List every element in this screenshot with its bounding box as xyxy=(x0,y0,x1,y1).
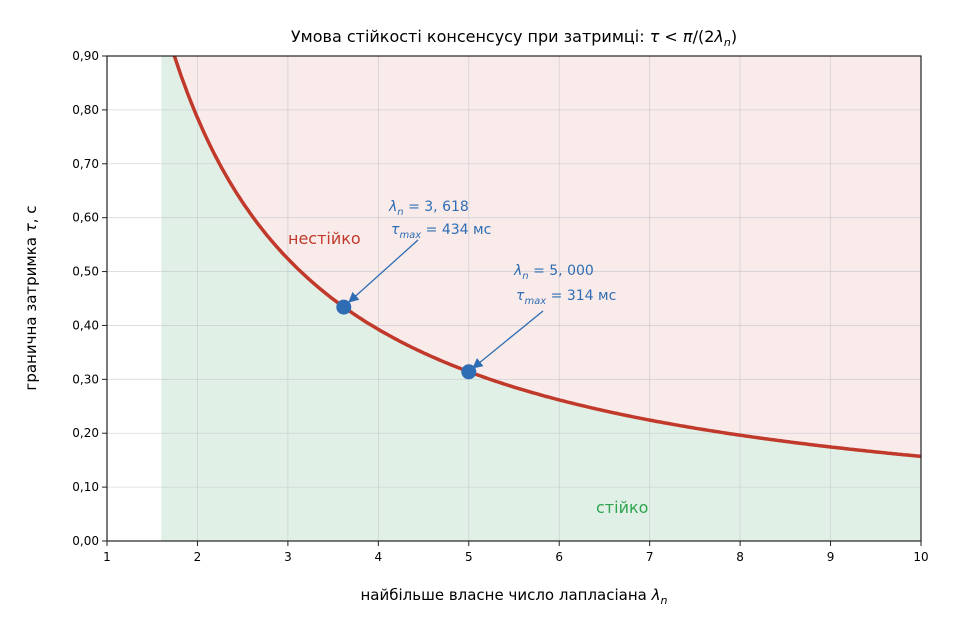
region-label-unstable: нестійко xyxy=(288,229,361,248)
x-axis: 1 2 3 4 5 6 7 8 9 10 xyxy=(103,541,929,564)
annotation-arrow xyxy=(472,310,544,369)
x-tick-label: 10 xyxy=(913,550,928,564)
y-axis: 0,00 0,10 0,20 0,30 0,40 0,50 0,60 0,70 0,80 0,90 xyxy=(72,49,107,548)
x-tick-label: 1 xyxy=(103,550,111,564)
y-tick-label: 0,70 xyxy=(72,157,99,171)
grid xyxy=(107,56,921,541)
y-tick-label: 0,90 xyxy=(72,49,99,63)
y-tick-label: 0,40 xyxy=(72,318,99,332)
highlight-point xyxy=(461,364,477,380)
x-axis-title: найбільше власне число лапласіана λn xyxy=(361,586,668,607)
annotation-lambda: λn = 3, 618 xyxy=(388,199,469,218)
region-unstable xyxy=(161,56,921,457)
x-tick-label: 4 xyxy=(375,550,383,564)
annotation-tau: τmax = 314 мс xyxy=(516,288,616,307)
x-tick-label: 7 xyxy=(646,550,654,564)
x-tick-label: 2 xyxy=(194,550,202,564)
x-tick-label: 3 xyxy=(284,550,292,564)
highlight-points xyxy=(336,299,477,380)
y-tick-label: 0,30 xyxy=(72,372,99,386)
x-tick-label: 8 xyxy=(736,550,744,564)
x-tick-label: 6 xyxy=(555,550,563,564)
stability-curve xyxy=(172,56,921,459)
y-tick-label: 0,20 xyxy=(72,426,99,440)
y-tick-label: 0,50 xyxy=(72,265,99,279)
y-tick-label: 0,80 xyxy=(72,103,99,117)
y-tick-label: 0,00 xyxy=(72,534,99,548)
annotation-lambda: λn = 5, 000 xyxy=(513,263,594,282)
y-axis-title: гранична затримка τ, с xyxy=(22,205,40,390)
annotation-tau: τmax = 434 мс xyxy=(391,222,491,241)
highlight-point xyxy=(336,299,352,315)
y-tick-label: 0,10 xyxy=(72,480,99,494)
region-label-stable: стійко xyxy=(596,498,648,517)
x-tick-label: 9 xyxy=(827,550,835,564)
plot-frame xyxy=(106,55,922,542)
y-tick-label: 0,60 xyxy=(72,211,99,225)
region-stable xyxy=(161,56,921,541)
annotation-arrow xyxy=(348,239,419,303)
x-tick-label: 5 xyxy=(465,550,473,564)
chart-title: Умова стійкості консенсусу при затримці:… xyxy=(291,27,737,49)
